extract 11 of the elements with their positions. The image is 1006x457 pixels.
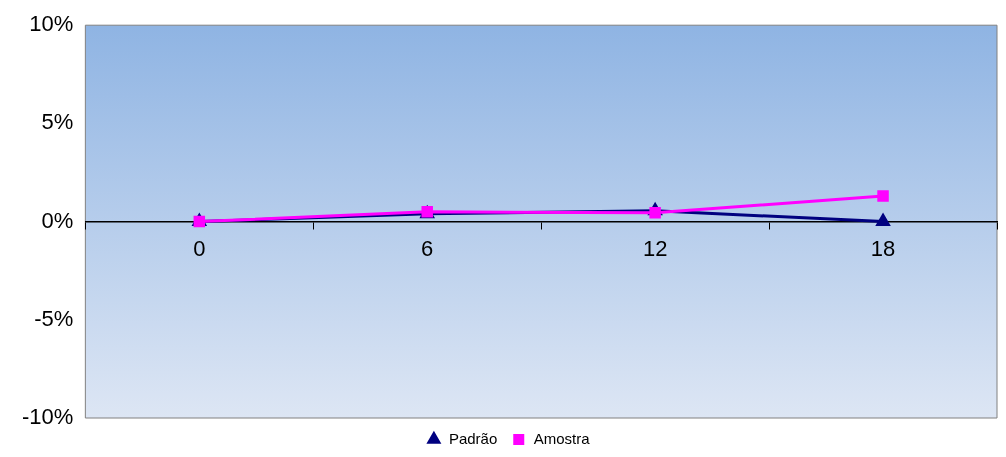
y-tick-label: 0%: [41, 207, 74, 233]
x-tick-label: 0: [193, 235, 206, 261]
x-tick-label: 18: [870, 235, 896, 261]
y-tick-label: -5%: [34, 305, 74, 331]
legend-label: Padrão: [448, 429, 498, 447]
y-tick-label: -10%: [22, 404, 74, 430]
x-tick-label: 12: [642, 235, 668, 261]
legend-label: Amostra: [533, 429, 591, 447]
x-tick-label: 6: [421, 235, 434, 261]
y-tick-label: 5%: [41, 109, 74, 135]
y-tick-label: 10%: [29, 11, 74, 37]
